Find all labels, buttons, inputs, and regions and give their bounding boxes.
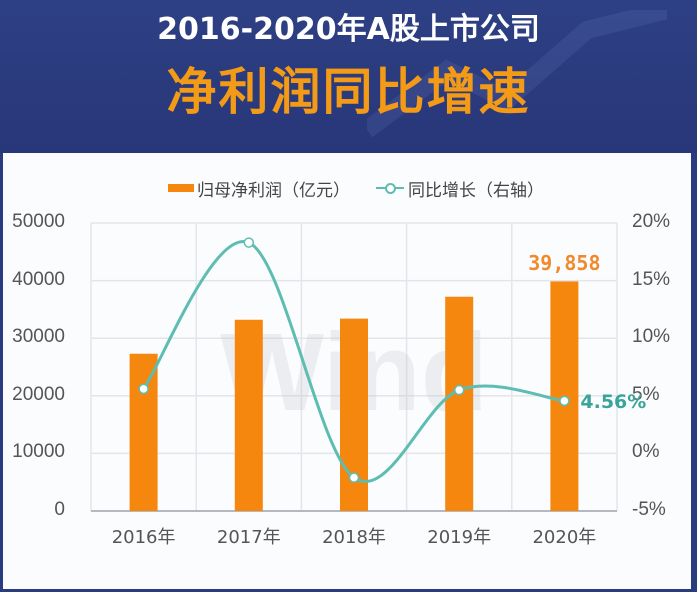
right-axis-tick: 15% xyxy=(632,268,671,290)
x-axis-tick: 2017年 xyxy=(216,527,281,548)
right-axis-tick: 20% xyxy=(632,211,671,232)
bar-swatch-icon xyxy=(168,184,194,192)
left-axis-tick: 50000 xyxy=(12,211,65,232)
growth-point-2020年[interactable] xyxy=(559,395,570,407)
left-axis-tick: 40000 xyxy=(12,268,65,290)
legend-item-yoy-growth[interactable]: 同比增长（右轴） xyxy=(376,176,544,201)
bar-2019年[interactable] xyxy=(445,296,474,511)
legend-label: 归母净利润（亿元） xyxy=(197,180,350,201)
growth-point-2017年[interactable] xyxy=(243,237,255,248)
chart-legend: 归母净利润（亿元） 同比增长（右轴） xyxy=(168,176,570,201)
growth-point-2016年[interactable] xyxy=(138,383,149,395)
left-axis-tick: 20000 xyxy=(12,383,65,405)
x-axis-tick: 2018年 xyxy=(322,527,386,548)
bar-2016年[interactable] xyxy=(129,353,158,511)
x-axis-tick: 2020年 xyxy=(532,527,597,548)
header-banner: 2016-2020年A股上市公司 净利润同比增速 xyxy=(0,0,697,153)
x-axis-tick: 2016年 xyxy=(111,527,176,548)
right-axis-tick: 10% xyxy=(632,326,671,348)
growth-point-2019年[interactable] xyxy=(453,384,465,396)
growth-line xyxy=(142,240,565,483)
legend-label: 同比增长（右轴） xyxy=(408,180,544,201)
page-subtitle: 净利润同比增速 xyxy=(166,63,531,121)
page-title: 2016-2020年A股上市公司 xyxy=(157,12,540,47)
left-axis-tick: 30000 xyxy=(12,326,65,348)
left-axis-tick: 0 xyxy=(54,499,65,520)
bar-value-label: 39,858 xyxy=(528,251,601,276)
decorative-arrow-icon xyxy=(367,10,667,138)
right-axis-tick: 0% xyxy=(632,441,660,463)
right-axis-tick: 5% xyxy=(632,383,660,405)
x-axis-tick: 2019年 xyxy=(427,527,492,548)
right-axis-tick: -5% xyxy=(632,499,666,520)
bar-2017年[interactable] xyxy=(234,319,263,511)
growth-value-label: 4.56% xyxy=(580,390,647,413)
growth-point-2018年[interactable] xyxy=(348,472,360,483)
legend-item-net-profit[interactable]: 归母净利润（亿元） xyxy=(168,176,350,201)
line-marker-swatch-icon xyxy=(376,182,404,194)
left-axis-tick: 10000 xyxy=(12,441,65,463)
